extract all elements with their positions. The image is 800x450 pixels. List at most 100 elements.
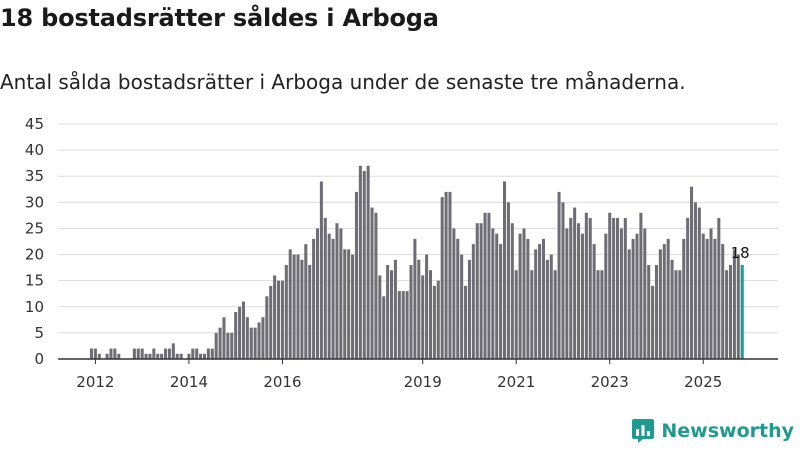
bar (596, 270, 600, 359)
bar (580, 233, 584, 359)
bar (608, 212, 612, 359)
bar (214, 332, 218, 359)
bar (421, 275, 425, 359)
bar (514, 270, 518, 359)
bar (222, 317, 226, 359)
x-tick-label: 2016 (263, 373, 301, 391)
bar (156, 353, 160, 359)
bar (538, 244, 542, 359)
bar (530, 270, 534, 359)
x-tick-label: 2023 (591, 373, 629, 391)
bar (651, 285, 655, 359)
bar (358, 165, 362, 359)
bar (417, 259, 421, 359)
bar (296, 254, 300, 359)
bar (187, 353, 191, 359)
bar (331, 238, 335, 359)
bar (171, 343, 175, 359)
bar (682, 238, 686, 359)
bar (627, 249, 631, 359)
newsworthy-logo: Newsworthy (631, 418, 794, 444)
bar (136, 348, 140, 359)
bar (269, 285, 273, 359)
bar (327, 233, 331, 359)
bar (534, 249, 538, 359)
bar (506, 202, 510, 359)
bar (709, 228, 713, 359)
bar (615, 218, 620, 359)
bar (502, 181, 507, 359)
bar (456, 238, 460, 359)
bar (425, 254, 429, 359)
bar (382, 296, 386, 359)
x-tick-label: 2019 (404, 373, 442, 391)
bar (452, 228, 456, 359)
bar (612, 218, 616, 359)
bar (588, 218, 592, 359)
bar (304, 244, 308, 359)
bar (658, 249, 662, 359)
bar (257, 322, 261, 359)
bar (210, 348, 214, 359)
bar (499, 244, 503, 359)
bar (202, 353, 207, 359)
bar (179, 353, 183, 359)
bar (666, 238, 670, 359)
bar (736, 254, 740, 359)
bar (351, 254, 355, 359)
bar (370, 207, 374, 359)
bar (577, 223, 581, 359)
bar (300, 259, 304, 359)
bar (510, 223, 514, 359)
bar (280, 280, 284, 359)
bar (600, 270, 604, 359)
latest-value-label: 18 (731, 244, 750, 262)
bar (199, 353, 203, 359)
y-tick-label: 35 (25, 167, 44, 185)
bar (308, 265, 312, 359)
bar (335, 223, 339, 359)
bar (670, 259, 674, 359)
bar (725, 270, 729, 359)
bar (526, 238, 530, 359)
bar (592, 244, 596, 359)
bar (557, 191, 561, 359)
bar (378, 275, 382, 359)
y-tick-label: 40 (25, 141, 44, 159)
bar (393, 259, 397, 359)
bar (343, 249, 347, 359)
bar (487, 212, 491, 359)
bar (635, 233, 639, 359)
bar (428, 270, 433, 359)
bar (522, 228, 526, 359)
bar (705, 238, 709, 359)
bar (448, 191, 452, 359)
y-tick-label: 0 (34, 350, 44, 368)
bar (354, 191, 358, 359)
bar (678, 270, 682, 359)
x-tick-label: 2021 (497, 373, 535, 391)
bar (561, 202, 565, 359)
bar (144, 353, 148, 359)
bar (319, 181, 323, 359)
bar (89, 348, 94, 359)
bar (164, 348, 168, 359)
bar (238, 306, 242, 359)
chart-title: 18 bostadsrätter såldes i Arboga (0, 4, 439, 32)
bar (690, 186, 694, 359)
bar (471, 244, 475, 359)
bar (401, 291, 405, 359)
bar (619, 228, 623, 359)
bar (97, 353, 101, 359)
bar (277, 280, 281, 359)
bar (491, 228, 495, 359)
bar (160, 353, 164, 359)
bar (518, 233, 522, 359)
bar (483, 212, 487, 359)
y-tick-label: 20 (25, 246, 44, 264)
bar (253, 327, 257, 359)
bar (721, 244, 725, 359)
bar (444, 191, 448, 359)
bar (674, 270, 678, 359)
